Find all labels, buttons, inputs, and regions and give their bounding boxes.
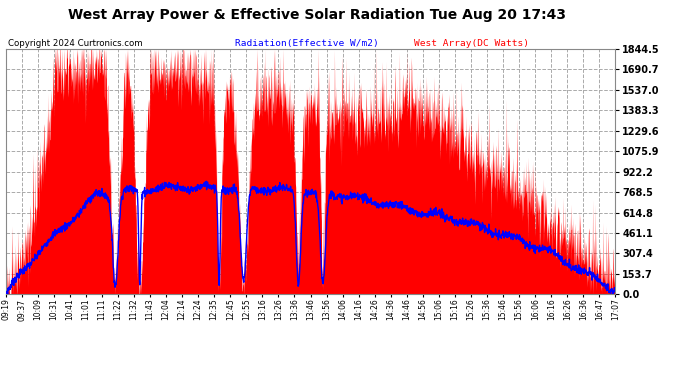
Text: West Array Power & Effective Solar Radiation Tue Aug 20 17:43: West Array Power & Effective Solar Radia… bbox=[68, 8, 566, 22]
Text: West Array(DC Watts): West Array(DC Watts) bbox=[414, 39, 529, 48]
Text: Radiation(Effective W/m2): Radiation(Effective W/m2) bbox=[235, 39, 378, 48]
Text: Copyright 2024 Curtronics.com: Copyright 2024 Curtronics.com bbox=[8, 39, 143, 48]
